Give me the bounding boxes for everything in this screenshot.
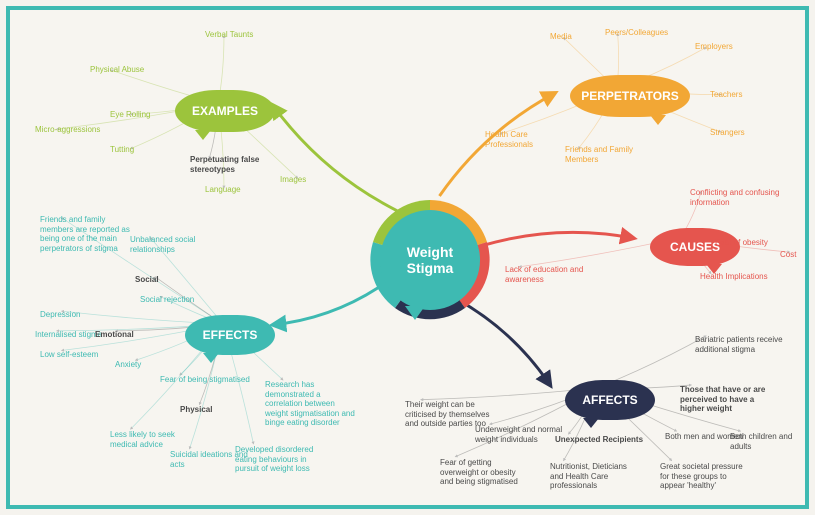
leaf-effects-1: Unbalanced social relationships	[130, 235, 220, 254]
leaf-affects-8: Nutritionist, Dieticians and Health Care…	[550, 462, 640, 491]
leaf-effects-2: Social	[135, 275, 159, 285]
leaf-perpetrators-6: Friends and Family Members	[565, 145, 655, 164]
connector-4	[272, 288, 378, 325]
leaf-effects-6: Emotional	[95, 330, 134, 340]
leaf-examples-5: Perpetuating false stereotypes	[190, 155, 280, 174]
leaf-examples-3: Micro-aggressions	[35, 125, 100, 135]
diagram-frame: Weight Stigma EXAMPLESPERPETRATORSCAUSES…	[6, 6, 809, 509]
leaf-examples-2: Eye Rolling	[110, 110, 150, 120]
leaf-perpetrators-1: Peers/Colleagues	[605, 28, 668, 38]
leaf-effects-9: Fear of being stigmatised	[160, 375, 250, 385]
leaf-causes-0: Conflicting and confusing information	[690, 188, 780, 207]
center-hub: Weight Stigma	[365, 195, 495, 325]
leaf-affects-0: Bariatric patients receive additional st…	[695, 335, 785, 354]
center-core: Weight Stigma	[380, 210, 480, 310]
node-effects: EFFECTS	[185, 315, 275, 355]
leaf-perpetrators-0: Media	[550, 32, 572, 42]
leaf-examples-4: Tutting	[110, 145, 134, 155]
leaf-examples-1: Physical Abuse	[90, 65, 144, 75]
leaf-causes-2: Cost	[780, 250, 796, 260]
leaf-affects-3: Both children and adults	[730, 432, 805, 451]
center-line1: Weight	[407, 244, 453, 260]
leaf-causes-3: Health Implications	[700, 272, 768, 282]
leaf-effects-7: Low self-esteem	[40, 350, 98, 360]
leaf-affects-4: Unexpected Recipients	[555, 435, 643, 445]
leaf-effects-4: Depression	[40, 310, 80, 320]
center-line2: Stigma	[407, 260, 454, 276]
leaf-causes-4: Lack of education and awareness	[505, 265, 595, 284]
mindmap-canvas: Weight Stigma EXAMPLESPERPETRATORSCAUSES…	[10, 10, 805, 505]
node-affects: AFFECTS	[565, 380, 655, 420]
leaf-examples-0: Verbal Taunts	[205, 30, 253, 40]
leaf-affects-7: Fear of getting overweight or obesity an…	[440, 458, 530, 487]
node-perpetrators: PERPETRATORS	[570, 75, 690, 117]
leaf-effects-3: Social rejection	[140, 295, 194, 305]
leaf-affects-1: Those that have or are perceived to have…	[680, 385, 770, 414]
leaf-causes-1: Fear of obesity	[715, 238, 768, 248]
leaf-effects-11: Research has demonstrated a correlation …	[265, 380, 355, 428]
leaf-effects-5: Internalised stigma	[35, 330, 102, 340]
leaf-affects-9: Great societal pressure for these groups…	[660, 462, 750, 491]
leaf-perpetrators-4: Strangers	[710, 128, 745, 138]
leaf-effects-10: Physical	[180, 405, 212, 415]
connector-2	[484, 232, 635, 245]
leaf-effects-12: Less likely to seek medical advice	[110, 430, 200, 449]
leaf-effects-8: Anxiety	[115, 360, 141, 370]
leaf-examples-7: Images	[280, 175, 306, 185]
leaf-examples-6: Language	[205, 185, 241, 195]
leaf-effects-14: Developed disordered eating behaviours i…	[235, 445, 325, 474]
leaf-affects-6: Their weight can be criticised by themse…	[405, 400, 495, 429]
node-examples: EXAMPLES	[175, 90, 275, 132]
leaf-effects-0: Friends and family members are reported …	[40, 215, 130, 253]
leaf-perpetrators-2: Employers	[695, 42, 733, 52]
leaf-perpetrators-5: Health Care Professionals	[485, 130, 575, 149]
leaf-perpetrators-3: Teachers	[710, 90, 742, 100]
